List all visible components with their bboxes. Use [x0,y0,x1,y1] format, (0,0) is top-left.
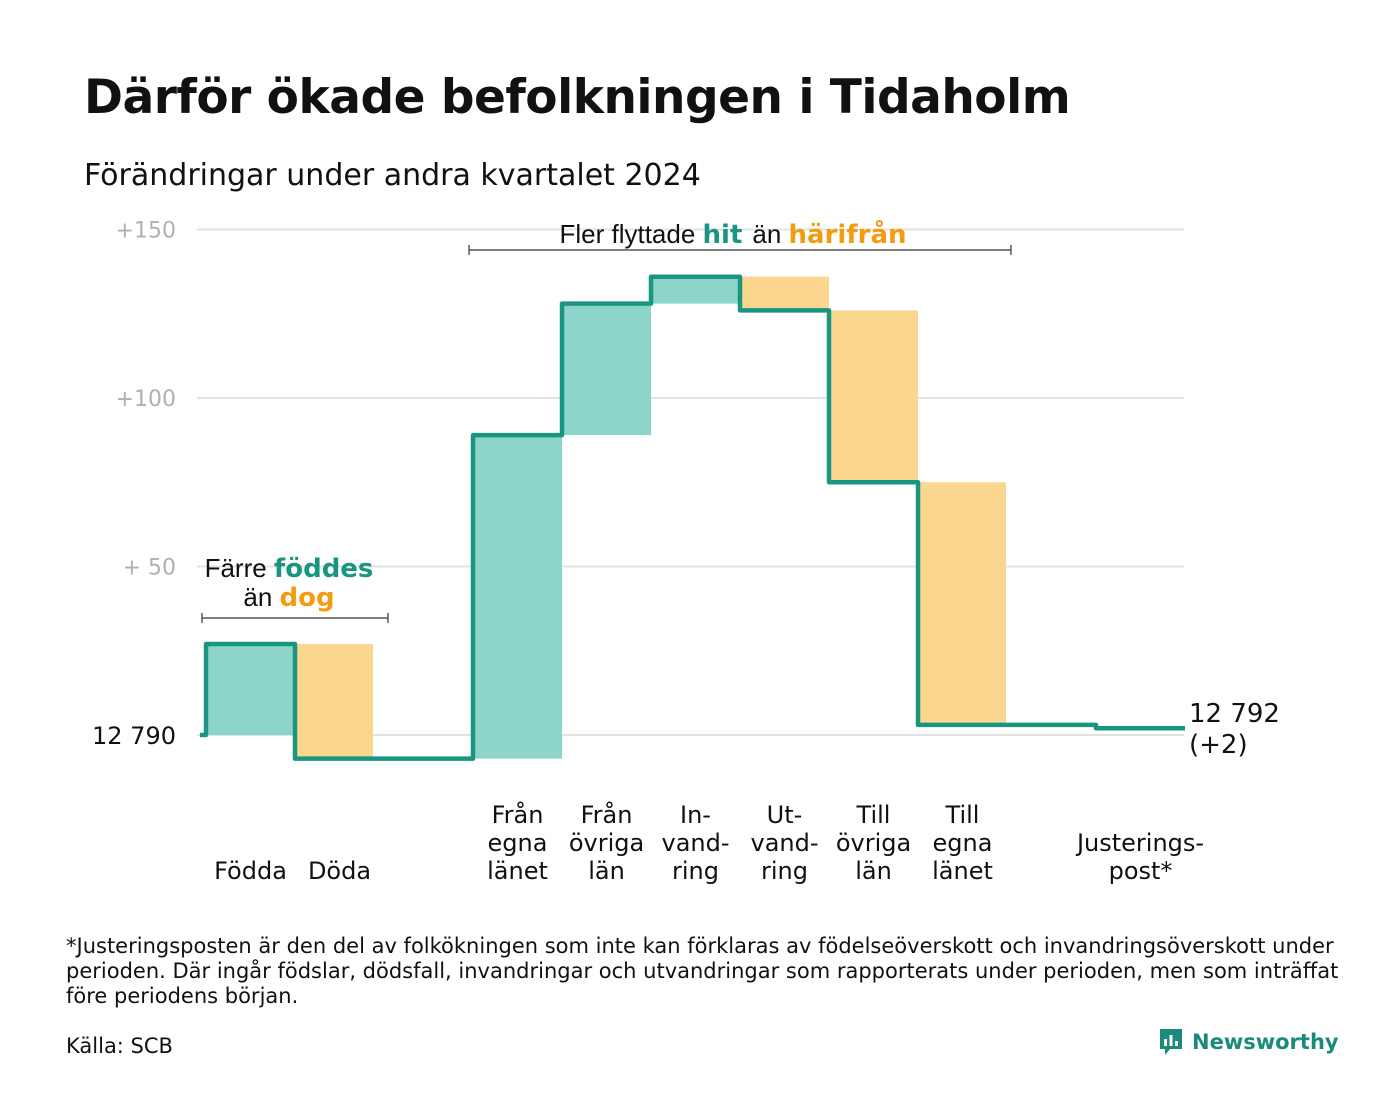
footnote: *Justeringsposten är den del av folkökni… [66,934,1339,1008]
category-label: övriga [836,829,911,857]
annotation-highlight-hit: hit [703,220,743,250]
category-label: ring [672,857,719,885]
waterfall-bar [651,276,740,304]
chart-subtitle: Förändringar under andra kvartalet 2024 [84,158,701,193]
category-label: Födda [214,857,287,885]
annotation-births-bracket [201,613,389,623]
cumulative-step-line [200,274,1185,761]
newsworthy-logo-icon [1160,1029,1182,1055]
category-label: länet [932,857,993,885]
category-label: In- [680,801,711,829]
category-label: länet [487,857,548,885]
category-label: län [588,857,625,885]
y-tick-label: +150 [116,219,176,244]
waterfall-bar [829,310,918,483]
category-label: övriga [569,829,644,857]
end-change-label: (+2) [1189,730,1248,760]
category-label: ring [761,857,808,885]
category-label: Döda [308,857,371,885]
chart-title: Därför ökade befolkningen i Tidaholm [84,70,1071,125]
waterfall-bar [740,276,829,311]
y-tick-label: + 50 [123,556,176,581]
category-label: Från [492,800,544,829]
annotation-births-line2: än dog [243,582,334,613]
category-label: Från [581,800,633,829]
waterfall-bar [473,435,562,759]
annotation-highlight-dog: dog [280,583,335,613]
category-label: Till [945,801,980,829]
y-tick-label: +100 [116,387,176,412]
waterfall-bar [206,644,295,735]
annotation-migration: Fler flyttade hit än härifrån [559,218,906,250]
category-label: egna [488,829,548,857]
category-label: Till [856,801,891,829]
annotation-highlight-foddes: föddes [274,554,374,584]
newsworthy-brand: Newsworthy [1158,1027,1339,1057]
annotation-migration-bracket [468,245,1012,255]
category-label: vand- [750,829,818,857]
category-label: Ut- [767,801,803,829]
category-label: Justerings- [1075,829,1204,857]
waterfall-bar [562,303,651,436]
source-credit: Källa: SCB [66,1034,173,1058]
end-value-label: 12 792 [1189,699,1280,729]
category-label: egna [933,829,993,857]
annotation-births-line1: Färre föddes [205,553,374,584]
category-label: vand- [661,829,729,857]
baseline-label: 12 790 [92,722,176,750]
brand-name: Newsworthy [1192,1030,1339,1054]
category-label: post* [1109,857,1173,885]
waterfall-bar [918,482,1006,725]
category-label: län [855,857,892,885]
annotation-highlight-harifran: härifrån [789,218,907,250]
waterfall-bar [295,644,373,759]
